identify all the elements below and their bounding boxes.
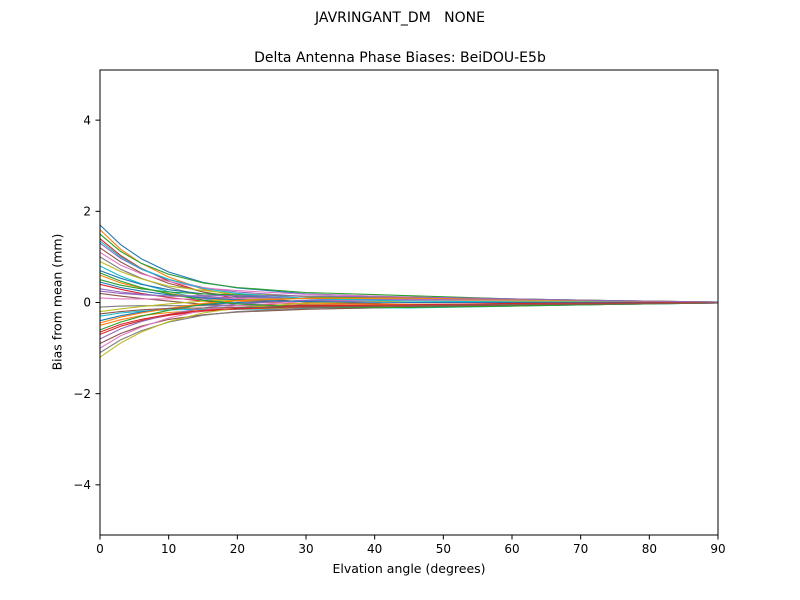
axes-title: Delta Antenna Phase Biases: BeiDOU-E5b [254,50,546,66]
y-tick-label: −4 [73,478,91,492]
x-tick-label: 10 [161,542,176,556]
x-tick-label: 0 [96,542,104,556]
x-tick-label: 60 [504,542,519,556]
plot-line [99,233,719,303]
plot-line [99,290,719,303]
x-tick-label: 30 [298,542,313,556]
x-tick-label: 20 [230,542,245,556]
figure-suptitle: JAVRINGANT_DM NONE [315,10,485,26]
plot-line [99,301,719,333]
y-tick-label: 4 [83,113,91,127]
x-tick-label: 50 [436,542,451,556]
x-axis-label: Elvation angle (degrees) [332,561,486,576]
y-tick-label: −2 [73,387,91,401]
x-tick-label: 70 [573,542,588,556]
y-tick-label: 0 [83,296,91,310]
plot-line [99,224,719,303]
plot-line [99,272,719,309]
y-tick-label: 2 [83,205,91,219]
x-tick-label: 90 [710,542,725,556]
plot-line [99,251,719,303]
x-tick-label: 40 [367,542,382,556]
plot-line [99,281,719,304]
plot-line [99,302,719,315]
x-tick-label: 80 [642,542,657,556]
